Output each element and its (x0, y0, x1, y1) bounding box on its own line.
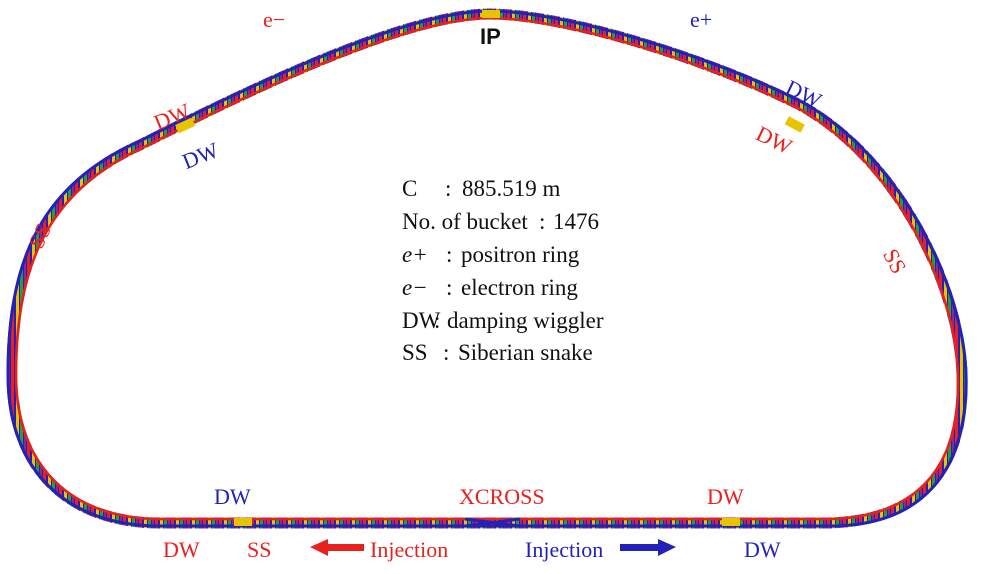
legend-value-electron: electron ring (461, 275, 578, 300)
legend: C : 885.519 m No. of bucket : 1476 e+ : … (402, 176, 604, 365)
dw-label-upper-left-inner: DW (179, 137, 223, 174)
ip-marker (482, 10, 500, 18)
legend-value-circumference: 885.519 m (462, 176, 561, 201)
dw-label-bottom-left-lower: DW (163, 537, 200, 562)
dw-label-bottom-left-upper: DW (214, 484, 251, 509)
legend-key-ss: SS (402, 340, 428, 365)
electron-beam-label: e− (263, 7, 285, 32)
legend-sep-buckets: : (539, 209, 545, 234)
dw-label-upper-right-outer: DW (782, 75, 826, 114)
dw-marker-bottom-right (722, 518, 740, 526)
legend-sep-ss: : (443, 340, 449, 365)
ip-label: IP (480, 24, 501, 49)
ss-label-bottom: SS (247, 537, 271, 562)
dw-marker-upper-right (784, 116, 805, 133)
legend-key-electron: e− (402, 275, 428, 300)
legend-sep-electron: : (446, 275, 452, 300)
electron-injection-arrow-icon (310, 539, 364, 556)
legend-value-ss: Siberian snake (458, 340, 593, 365)
ring-lattice-band (6, 8, 968, 529)
legend-sep-dw: : (434, 308, 440, 333)
electron-injection-label: Injection (370, 537, 448, 562)
legend-value-buckets: 1476 (553, 209, 599, 234)
positron-beam-label: e+ (690, 7, 712, 32)
dw-label-bottom-right-upper: DW (707, 484, 744, 509)
electron-ring-line (14, 16, 960, 521)
legend-key-buckets: No. of bucket (402, 209, 528, 234)
positron-injection-arrow-icon (620, 539, 676, 556)
positron-ring-line (6, 9, 968, 528)
dw-label-upper-left-outer: DW (150, 98, 194, 135)
dw-marker-upper-left (175, 117, 196, 134)
dw-label-bottom-right-lower: DW (744, 537, 781, 562)
legend-key-positron: e+ (402, 242, 428, 267)
legend-sep-positron: : (446, 242, 452, 267)
legend-value-positron: positron ring (461, 242, 580, 267)
xcross-crossing (464, 517, 521, 528)
legend-key-dw: DW (402, 308, 441, 333)
positron-injection-label: Injection (525, 537, 603, 562)
legend-value-dw: damping wiggler (447, 308, 604, 333)
dw-marker-bottom-left (234, 518, 252, 526)
legend-sep-circumference: : (445, 176, 451, 201)
xcross-label: XCROSS (459, 484, 545, 509)
ss-label-right: SS (878, 244, 912, 277)
legend-key-circumference: C (402, 176, 417, 201)
